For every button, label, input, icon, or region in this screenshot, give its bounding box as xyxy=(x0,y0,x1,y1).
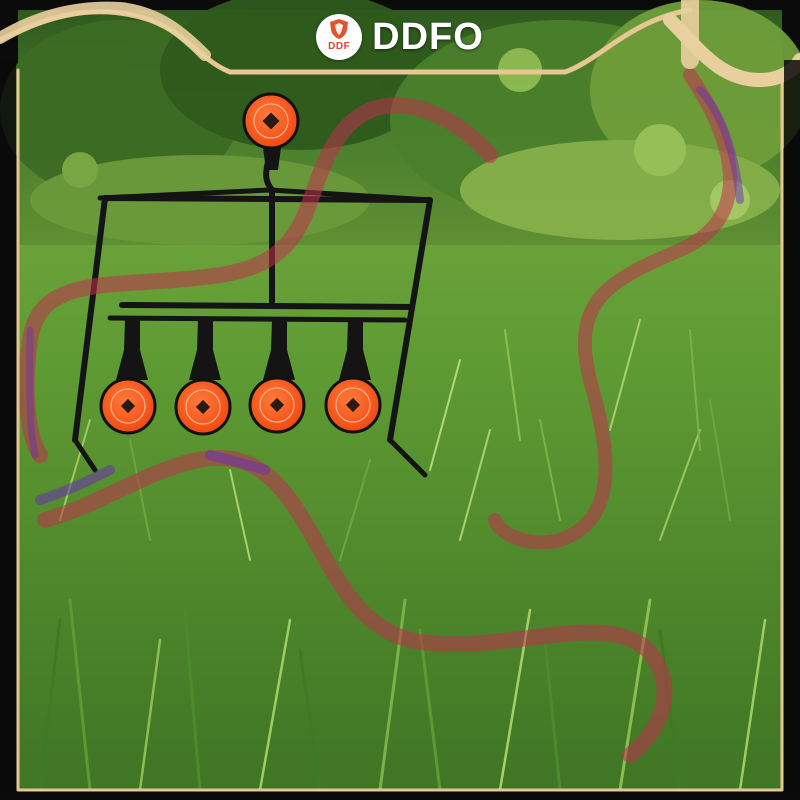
paddle-hangers xyxy=(116,140,371,380)
spinner-target-4 xyxy=(324,376,382,434)
logo-text: DDF xyxy=(328,41,351,52)
shield-crest-icon xyxy=(330,19,349,39)
top-crossbar xyxy=(119,302,415,310)
brand-header: DDF DDFO xyxy=(0,14,800,60)
decorative-ribbon xyxy=(18,68,744,763)
lower-crossbar xyxy=(107,315,408,323)
spinner-target-1 xyxy=(99,377,157,435)
brand-logo: DDF xyxy=(316,14,363,60)
spinner-target-2 xyxy=(174,378,232,436)
spinner-target-3 xyxy=(248,376,306,434)
reset-target-top xyxy=(242,92,300,150)
stand-frame xyxy=(72,195,433,443)
grass-blades xyxy=(38,319,767,792)
brand-name: DDFO xyxy=(372,15,484,58)
target-stand xyxy=(72,142,433,478)
